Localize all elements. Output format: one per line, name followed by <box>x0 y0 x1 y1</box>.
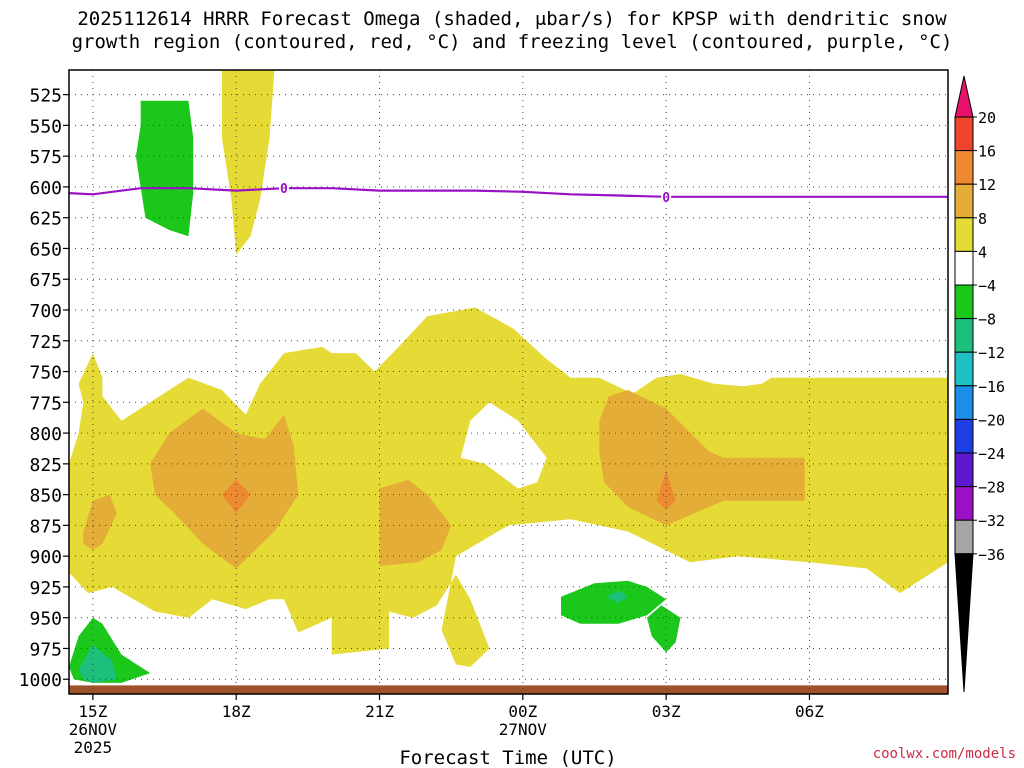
omega-region-omega-minus4-minus8-0100z <box>561 580 667 624</box>
plot-frame <box>68 69 949 695</box>
colorbar-label: −12 <box>978 344 1005 362</box>
y-tick-label: 550 <box>29 116 62 137</box>
colorbar-top-triangle <box>954 75 974 118</box>
y-tick-label: 725 <box>29 332 62 353</box>
y-tick-label: 625 <box>29 209 62 230</box>
terrain-surface <box>69 685 948 694</box>
colorbar-band <box>954 150 974 185</box>
freezing-level-contour: 00 <box>69 180 948 206</box>
omega-region-omega-8-12-1500z <box>83 494 117 550</box>
omega-region-omega-4-8-lower-strip <box>331 611 390 655</box>
y-tick-label: 775 <box>29 393 62 414</box>
colorbar-band <box>954 217 974 252</box>
colorbar-band <box>954 183 974 219</box>
y-tick-label: 650 <box>29 239 62 260</box>
y-tick-label: 600 <box>29 178 62 199</box>
colorbar-label: −36 <box>978 546 1005 564</box>
omega-region-omega-8-12-1700z <box>150 408 299 569</box>
y-axis: 525 550 575 600 625 650 675 700 725 750 775 800 825 8… <box>19 86 69 691</box>
freezing-level-line <box>69 187 948 198</box>
y-tick-label: 825 <box>29 455 62 476</box>
colorbar-band <box>954 452 974 488</box>
freezing-label-bg <box>278 180 289 195</box>
colorbar-band <box>954 250 974 286</box>
colorbar-label: −24 <box>978 445 1005 463</box>
x-tick-label: 18Z <box>222 702 251 721</box>
colorbar-band <box>954 318 974 353</box>
colorbar-label: 4 <box>978 243 987 261</box>
chart-title: 2025112614 HRRR Forecast Omega (shaded, … <box>0 8 1024 54</box>
colorbar-label: −8 <box>978 311 996 329</box>
colorbar-label: −32 <box>978 512 1005 530</box>
y-tick-label: 525 <box>29 86 62 107</box>
y-tick-label: 925 <box>29 578 62 599</box>
y-tick-label: 750 <box>29 363 62 384</box>
omega-region-omega-8-12-2100z <box>379 479 452 566</box>
x-tick-label: 15Z <box>78 702 107 721</box>
omega-region-omega-4-8-upper <box>221 70 275 255</box>
terrain-band <box>69 685 948 694</box>
source-credit: coolwx.com/models <box>872 746 1016 762</box>
colorbar-label: −16 <box>978 378 1005 396</box>
grid-lines <box>69 70 948 694</box>
omega-region-omega-4-8-main <box>69 307 948 667</box>
colorbar-band <box>954 116 974 152</box>
freezing-level-label: 0 <box>662 191 670 206</box>
omega-region-omega-minus4-minus8-upper <box>135 100 194 237</box>
colorbar-label: 20 <box>978 109 996 127</box>
y-tick-label: 675 <box>29 270 62 291</box>
y-tick-label: 975 <box>29 639 62 660</box>
x-tick-label: 26NOV <box>69 720 118 739</box>
y-tick-label: 800 <box>29 424 62 445</box>
colorbar-label: −28 <box>978 479 1005 497</box>
omega-shading <box>69 70 948 683</box>
omega-region-omega-12-16-0300z <box>656 470 676 510</box>
y-tick-label: 950 <box>29 609 62 630</box>
y-tick-label: 900 <box>29 547 62 568</box>
colorbar-band <box>954 385 974 420</box>
colorbar-label: 8 <box>978 210 987 228</box>
x-tick-label: 27NOV <box>499 720 548 739</box>
omega-region-omega-minus8-minus12-bottom-left <box>78 644 117 683</box>
x-tick-label: 00Z <box>508 702 537 721</box>
colorbar-legend: 20 16 12 8 4 −4 −8 −12 −16 −20 −24 −28 −32 −36 <box>954 75 1005 693</box>
x-axis-label: Forecast Time (UTC) <box>399 747 616 768</box>
colorbar-band <box>954 418 974 454</box>
y-tick-label: 700 <box>29 301 62 322</box>
colorbar-band <box>954 486 974 521</box>
chart-title-line-2: growth region (contoured, red, °C) and f… <box>71 31 953 53</box>
y-tick-label: 575 <box>29 147 62 168</box>
colorbar-bottom-triangle <box>954 553 974 693</box>
x-tick-label: 2025 <box>74 738 113 757</box>
colorbar-band <box>954 519 974 555</box>
colorbar-label: 16 <box>978 143 996 161</box>
y-tick-label: 1000 <box>19 670 62 691</box>
y-tick-label: 850 <box>29 486 62 507</box>
chart-title-line-1: 2025112614 HRRR Forecast Omega (shaded, … <box>77 8 947 30</box>
omega-region-omega-minus8-minus12-0100z <box>606 590 628 603</box>
colorbar-label: 12 <box>978 176 996 194</box>
omega-region-omega-minus4-minus8-0300z <box>647 605 681 653</box>
x-tick-label: 03Z <box>652 702 681 721</box>
omega-region-omega-white-hole-2300z <box>460 402 547 489</box>
colorbar-label: −4 <box>978 277 996 295</box>
colorbar-label: −20 <box>978 411 1005 429</box>
freezing-label-bg <box>661 188 672 203</box>
colorbar-band <box>954 284 974 320</box>
colorbar-band <box>954 351 974 387</box>
freezing-level-label: 0 <box>280 182 288 197</box>
x-tick-label: 06Z <box>795 702 824 721</box>
x-tick-label: 21Z <box>365 702 394 721</box>
omega-region-omega-8-12-0200z <box>599 390 805 526</box>
y-tick-label: 875 <box>29 516 62 537</box>
